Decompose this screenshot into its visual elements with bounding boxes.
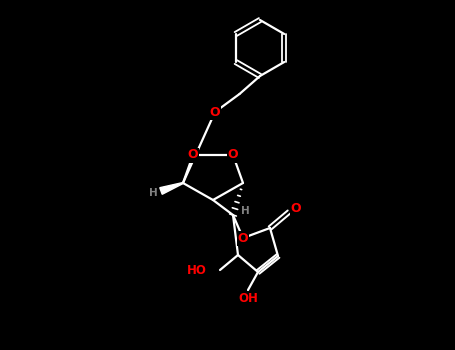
Text: O: O <box>291 203 301 216</box>
Text: O: O <box>238 231 248 245</box>
Polygon shape <box>160 183 183 194</box>
Text: H: H <box>241 206 249 216</box>
Text: O: O <box>187 148 198 161</box>
Text: O: O <box>228 148 238 161</box>
Text: H: H <box>149 188 157 198</box>
Text: OH: OH <box>238 293 258 306</box>
Text: HO: HO <box>187 264 207 276</box>
Text: O: O <box>210 105 220 119</box>
